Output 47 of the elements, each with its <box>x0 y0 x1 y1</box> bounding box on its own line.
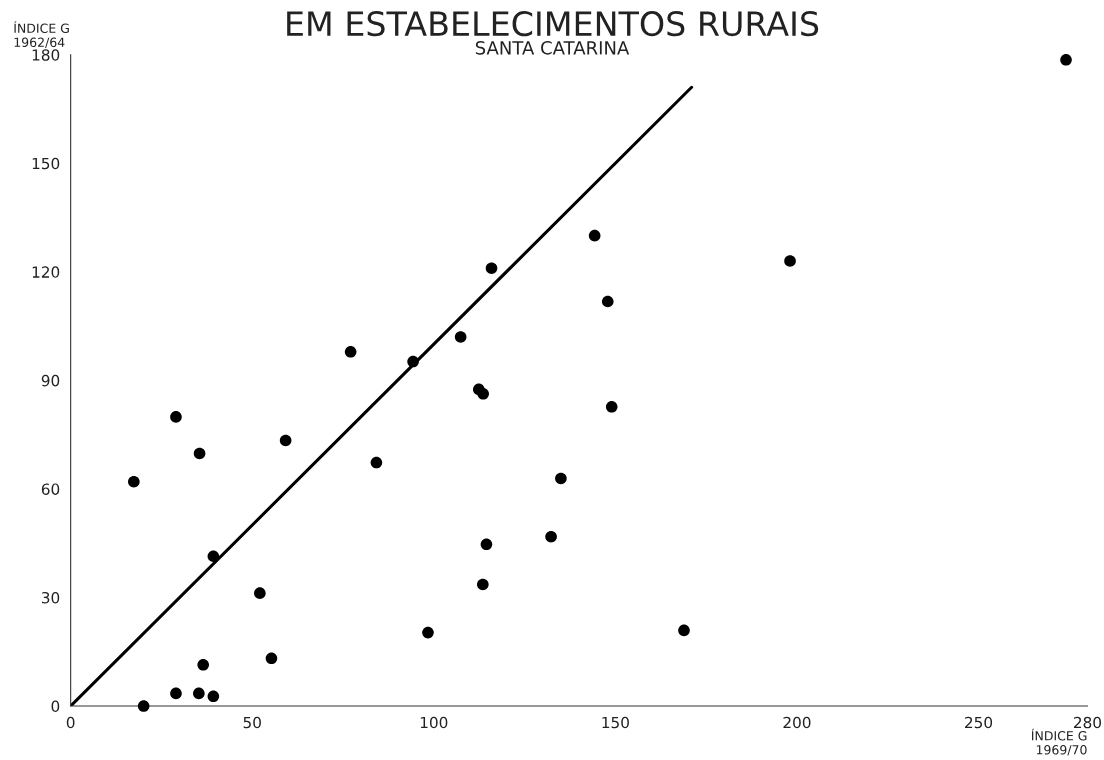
point <box>477 387 489 400</box>
point <box>588 229 601 242</box>
point <box>422 626 434 639</box>
x-axis-title: ÍNDICE G 1969/70 <box>1031 728 1087 756</box>
point <box>605 400 618 413</box>
point <box>170 687 182 700</box>
point <box>678 624 690 637</box>
point <box>128 475 140 488</box>
x-tick-label: 200 <box>783 716 811 729</box>
point <box>1060 53 1072 66</box>
y-tick-label: 90 <box>41 374 60 387</box>
x-tick-label: 0 <box>66 716 75 729</box>
x-tick-label: 250 <box>965 716 993 729</box>
point <box>193 687 205 700</box>
point <box>480 538 493 551</box>
x-tick-label: 150 <box>602 716 629 729</box>
point <box>407 355 419 368</box>
y-tick-label: 30 <box>41 591 60 604</box>
x-tick-label: 100 <box>420 716 448 729</box>
point <box>170 411 182 423</box>
point <box>555 472 567 485</box>
point <box>137 700 150 712</box>
point <box>545 530 557 543</box>
point <box>344 345 357 358</box>
point <box>207 550 220 563</box>
point <box>485 262 498 275</box>
y-axis-title: ÍNDICE G 1962/64 <box>14 21 69 48</box>
point <box>279 434 292 447</box>
point <box>193 447 206 460</box>
x-tick-label: 50 <box>243 716 261 729</box>
point <box>197 658 210 671</box>
chart-subtitle: SANTA CATARINA <box>475 40 630 55</box>
y-tick-label: 120 <box>32 266 60 278</box>
y-tick-label: 60 <box>41 483 60 495</box>
point <box>265 652 278 665</box>
point <box>207 690 220 703</box>
point <box>601 295 614 308</box>
chart-title: EM ESTABELECIMENTOS RURAIS <box>287 11 819 37</box>
point <box>370 456 383 469</box>
y-tick-label: 150 <box>32 157 60 170</box>
point <box>477 578 489 591</box>
point <box>784 255 796 267</box>
y-tick-label: 180 <box>32 49 60 61</box>
point <box>254 587 266 599</box>
x-tick-label: 280 <box>1073 716 1102 729</box>
point <box>454 331 467 343</box>
y-tick-label: 0 <box>51 700 60 713</box>
